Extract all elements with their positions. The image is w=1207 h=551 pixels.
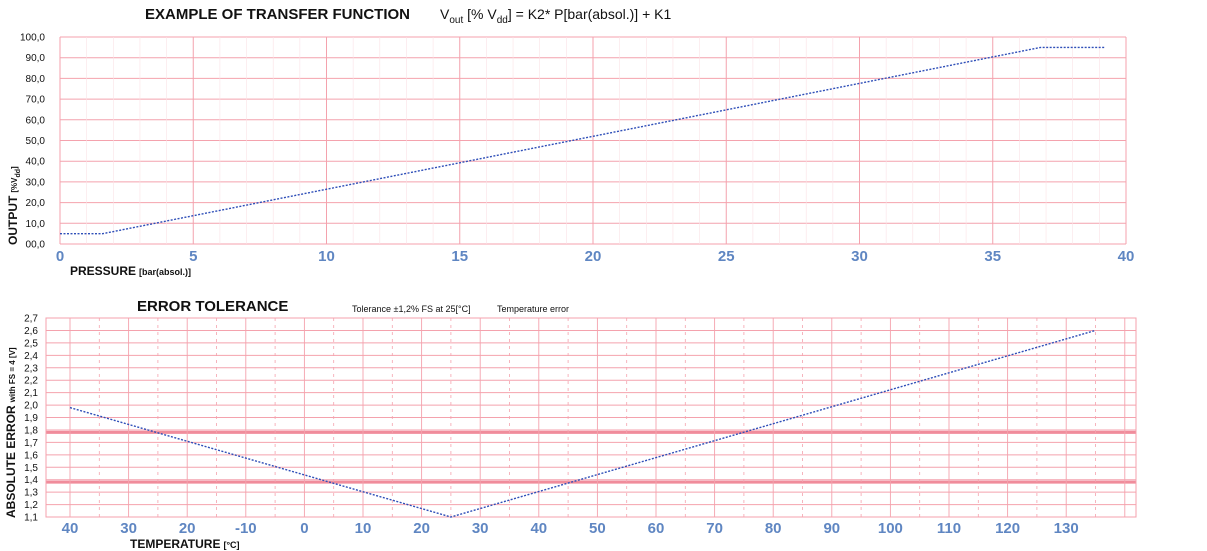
- chart1-y-tick-label: 40,0: [26, 157, 46, 168]
- chart2-x-tick-label: 60: [648, 520, 665, 537]
- formula-out: out: [449, 15, 463, 26]
- chart2-y-label: ABSOLUTE ERROR with FS = 4 [V]: [4, 347, 18, 518]
- chart2-y-tick-label: 1,6: [24, 450, 38, 461]
- chart2-title: ERROR TOLERANCE: [137, 298, 288, 315]
- chart2-x-ticks: 40 30 20 -10 0 10 20 30 40 50 60 70 80 90 100 110 120 130: [62, 520, 1079, 537]
- chart2-series: [69, 329, 1096, 518]
- chart1-y-tick-label: 70,0: [26, 95, 46, 106]
- chart1-y-label-unit-b: dd: [15, 169, 22, 178]
- chart1-x-tick-label: 40: [1118, 248, 1135, 265]
- formula-v: V: [440, 6, 450, 22]
- chart1-y-tick-label: 90,0: [26, 53, 46, 64]
- chart2-y-tick-label: 1,2: [24, 500, 38, 511]
- chart1-x-tick-label: 25: [718, 248, 735, 265]
- chart2-y-tick-label: 1,5: [24, 463, 38, 474]
- chart1-x-tick-label: 10: [318, 248, 335, 265]
- chart1-formula: Vout [% Vdd] = K2* P[bar(absol.)] + K1: [440, 6, 671, 26]
- chart2-y-tick-label: 1,9: [24, 413, 38, 424]
- chart2-y-label-unit: with FS = 4 [V]: [8, 347, 17, 403]
- chart2-y-tick-label: 2,6: [24, 326, 38, 337]
- chart2-x-tick-label: 80: [765, 520, 782, 537]
- chart2-x-tick-label: 30: [472, 520, 489, 537]
- chart2-x-label: TEMPERATURE [°C]: [130, 537, 240, 551]
- chart2-grid: [45, 317, 1137, 518]
- chart2-x-tick-label: 110: [937, 520, 961, 537]
- chart2-x-tick-label: 0: [300, 520, 308, 537]
- chart2-x-tick-label: 120: [995, 520, 1020, 537]
- chart1-x-tick-label: 35: [984, 248, 1001, 265]
- chart1-x-tick-label: 0: [56, 248, 64, 265]
- chart1-y-label-main: OUTPUT: [6, 195, 20, 245]
- chart2-y-tick-label: 2,4: [24, 351, 38, 362]
- chart2-y-tick-label: 2,5: [24, 338, 38, 349]
- chart1-y-tick-label: 60,0: [26, 115, 46, 126]
- formula-dd: dd: [497, 15, 508, 26]
- chart1-y-tick-label: 30,0: [26, 177, 46, 188]
- chart2-x-tick-label: -10: [235, 520, 257, 537]
- chart1-y-tick-label: 50,0: [26, 136, 46, 147]
- chart2-x-tick-label: 20: [413, 520, 430, 537]
- chart1-y-tick-label: 00,0: [26, 240, 46, 251]
- formula-mid: [% V: [463, 6, 497, 22]
- chart2-y-tick-label: 1,7: [24, 438, 38, 449]
- chart1-title: EXAMPLE OF TRANSFER FUNCTION: [145, 6, 410, 23]
- chart2-x-label-main: TEMPERATURE: [130, 537, 220, 551]
- chart2-x-tick-label: 40: [62, 520, 79, 537]
- chart2-y-tick-label: 2,3: [24, 363, 38, 374]
- chart2-legend-temperature: Temperature error: [497, 304, 569, 314]
- chart2-x-tick-label: 20: [179, 520, 196, 537]
- chart2-y-tick-label: 1,4: [24, 475, 38, 486]
- chart1-y-ticks: 00,0 10,0 20,0 30,0 40,0 50,0 60,0 70,0 80,0 90,0…: [20, 33, 45, 251]
- chart1-x-ticks: 0 5 10 15 20 25 30 35 40: [56, 248, 1135, 265]
- chart1-series: [60, 46, 1105, 235]
- formula-rest: ] = K2* P[bar(absol.)] + K1: [508, 6, 672, 22]
- chart2-x-tick-label: 50: [589, 520, 606, 537]
- chart1-x-label-unit: [bar(absol.)]: [139, 267, 191, 277]
- chart2-y-tick-label: 2,2: [24, 376, 38, 387]
- chart1-y-label: OUTPUT [%Vdd]: [6, 166, 22, 245]
- chart2-x-tick-label: 10: [355, 520, 372, 537]
- chart2-x-label-unit: [°C]: [223, 540, 239, 550]
- chart2-legend-tolerance: Tolerance ±1,2% FS at 25[°C]: [352, 304, 471, 314]
- chart2-series-line: [69, 329, 1096, 518]
- chart2-x-tick-label: 90: [823, 520, 840, 537]
- chart1-series-line: [60, 46, 1105, 235]
- chart1-x-label: PRESSURE [bar(absol.)]: [70, 264, 191, 278]
- chart2-y-tick-label: 1,1: [24, 513, 38, 524]
- chart1-x-tick-label: 15: [451, 248, 468, 265]
- chart2-y-label-main: ABSOLUTE ERROR: [4, 405, 18, 518]
- chart2-y-tick-label: 1,3: [24, 488, 38, 499]
- chart1-x-label-main: PRESSURE: [70, 264, 136, 278]
- chart1-y-tick-label: 100,0: [20, 33, 45, 44]
- chart2-x-tick-label: 30: [120, 520, 137, 537]
- chart2-x-tick-label: 100: [878, 520, 903, 537]
- chart1-y-tick-label: 10,0: [26, 219, 46, 230]
- chart2-x-tick-label: 130: [1054, 520, 1079, 537]
- chart1-y-label-unit-c: ]: [10, 166, 19, 169]
- chart2-y-tick-label: 1,8: [24, 425, 38, 436]
- chart1-x-tick-label: 30: [851, 248, 868, 265]
- chart2-y-tick-label: 2,0: [24, 401, 38, 412]
- chart2-y-tick-label: 2,7: [24, 314, 38, 325]
- chart2-x-tick-label: 70: [706, 520, 723, 537]
- chart1-x-tick-label: 20: [585, 248, 602, 265]
- chart1-grid: [59, 36, 1127, 245]
- chart2-y-ticks: 1,11,21,31,41,51,61,71,81,92,02,12,22,32…: [24, 314, 38, 524]
- chart2-y-tick-label: 2,1: [24, 388, 38, 399]
- chart1-x-tick-label: 5: [189, 248, 197, 265]
- chart1-y-label-unit-a: [%V: [10, 177, 19, 193]
- chart1-y-tick-label: 20,0: [26, 198, 46, 209]
- chart2-x-tick-label: 40: [530, 520, 547, 537]
- chart2-frame: [45, 317, 1137, 518]
- chart1-y-tick-label: 80,0: [26, 74, 46, 85]
